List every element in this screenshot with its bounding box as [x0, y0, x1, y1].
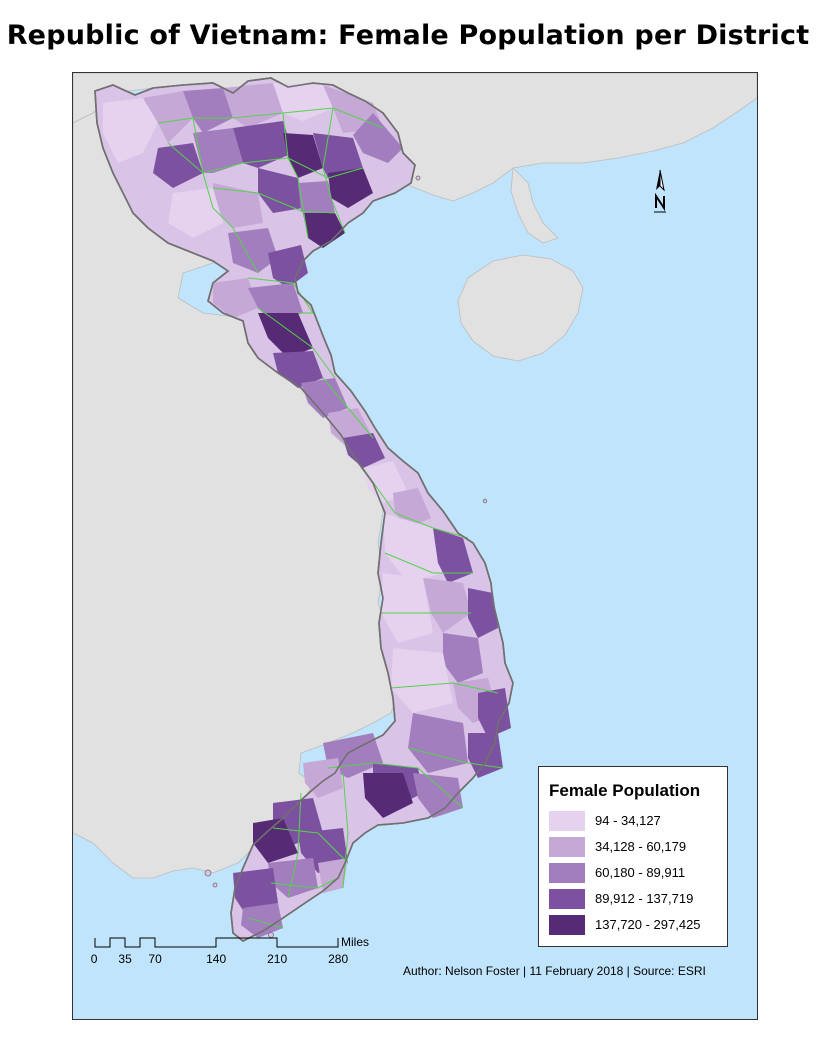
- legend-swatch: [549, 915, 585, 935]
- map-frame[interactable]: [72, 72, 758, 1020]
- scale-bar: [94, 935, 344, 956]
- legend-label: 137,720 - 297,425: [595, 917, 701, 932]
- legend-swatch: [549, 889, 585, 909]
- map-legend: Female Population 94 - 34,127 34,128 - 60…: [538, 766, 728, 947]
- legend-label: 89,912 - 137,719: [595, 891, 694, 906]
- legend-swatch: [549, 863, 585, 883]
- offshore-islands: [204, 175, 488, 938]
- legend-title: Female Population: [549, 781, 701, 800]
- scale-tick-label: 70: [148, 952, 162, 966]
- legend-label: 34,128 - 60,179: [595, 839, 687, 854]
- legend-label: 60,180 - 89,911: [595, 865, 686, 880]
- hainan-island: [457, 254, 584, 362]
- leizhou-peninsula: [510, 167, 559, 244]
- district-patches: [103, 83, 511, 938]
- scale-tick-label: 140: [206, 952, 227, 966]
- map-title: Republic of Vietnam: Female Population p…: [6, 20, 810, 51]
- scale-tick-label: 280: [328, 952, 349, 966]
- scale-tick-label: 0: [90, 952, 98, 966]
- north-arrow-icon: [650, 168, 670, 229]
- scale-unit: Miles: [341, 935, 370, 949]
- scale-tick-label: 210: [267, 952, 288, 966]
- vietnam-coastline: [94, 77, 514, 942]
- map-credits: Author: Nelson Foster | 11 February 2018…: [403, 964, 706, 978]
- legend-label: 94 - 34,127: [595, 813, 661, 828]
- legend-swatch: [549, 837, 585, 857]
- scale-tick-label: 35: [118, 952, 132, 966]
- map-canvas[interactable]: [73, 73, 757, 1019]
- province-boundaries: [157, 107, 504, 929]
- legend-swatch: [549, 811, 585, 831]
